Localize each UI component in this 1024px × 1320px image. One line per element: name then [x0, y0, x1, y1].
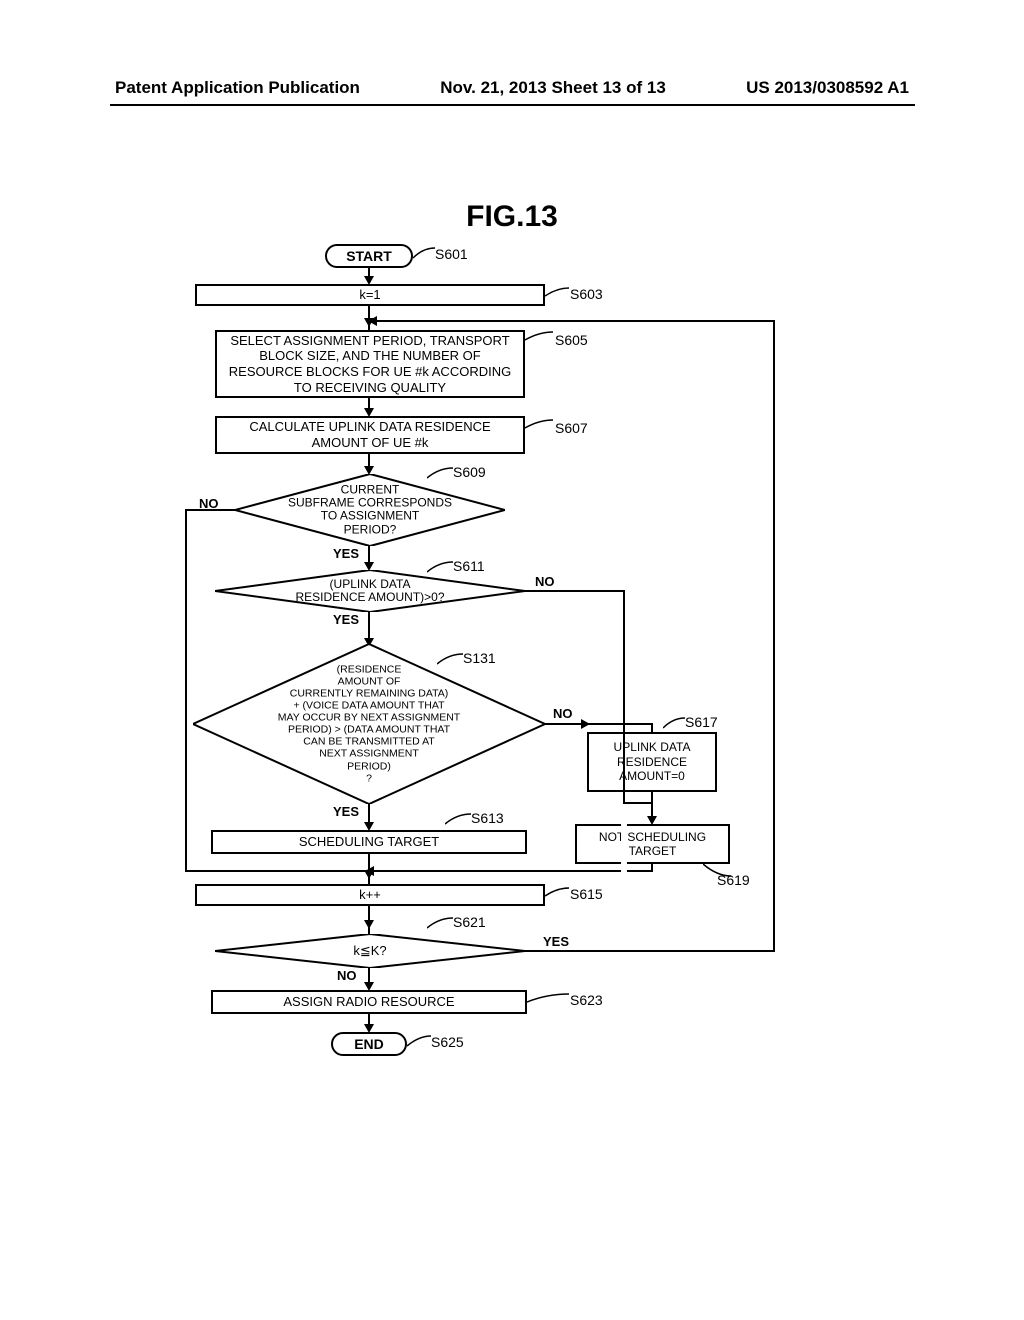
s609-yes: YES [333, 546, 359, 561]
s619-text: NOT SCHEDULING TARGET [599, 830, 706, 859]
terminal-start: START [325, 244, 413, 268]
s621-yes: YES [543, 934, 569, 949]
s621-no: NO [337, 968, 357, 983]
label-s607: S607 [555, 420, 588, 436]
s621-yes-h [525, 950, 775, 952]
label-s615: S615 [570, 886, 603, 902]
lead-s601 [413, 246, 437, 260]
s607-text: CALCULATE UPLINK DATA RESIDENCE AMOUNT O… [249, 419, 490, 450]
page-header: Patent Application Publication Nov. 21, … [0, 78, 1024, 98]
process-s603: k=1 [195, 284, 545, 306]
s611-no-h2 [623, 802, 653, 804]
label-s621: S621 [453, 914, 486, 930]
label-s131: S131 [463, 650, 496, 666]
process-s607: CALCULATE UPLINK DATA RESIDENCE AMOUNT O… [215, 416, 525, 454]
arrow-s131-s613 [368, 804, 370, 824]
start-text: START [346, 248, 392, 264]
s131-no: NO [553, 706, 573, 721]
s603-text: k=1 [359, 287, 380, 303]
label-s601: S601 [435, 246, 468, 262]
label-s609: S609 [453, 464, 486, 480]
lead-s619 [703, 862, 733, 880]
lead-s615 [545, 886, 571, 900]
decision-s611: (UPLINK DATA RESIDENCE AMOUNT)>0? [215, 570, 525, 612]
s131-yes: YES [333, 804, 359, 819]
lead-s621 [427, 916, 455, 930]
s621-yes-h2 [375, 320, 775, 322]
s621-yes-v [773, 320, 775, 952]
s611-no: NO [535, 574, 555, 589]
arrow-s617-s619 [651, 792, 653, 818]
lead-s617 [663, 716, 687, 730]
lead-s623 [527, 992, 571, 1006]
label-s613: S613 [471, 810, 504, 826]
decision-s609: CURRENT SUBFRAME CORRESPONDS TO ASSIGNME… [235, 474, 505, 546]
label-s603: S603 [570, 286, 603, 302]
s605-text: SELECT ASSIGNMENT PERIOD, TRANSPORT BLOC… [229, 333, 511, 395]
s131-no-h [545, 723, 585, 725]
label-s611: S611 [453, 558, 485, 574]
s609-text: CURRENT SUBFRAME CORRESPONDS TO ASSIGNME… [288, 483, 452, 537]
label-s625: S625 [431, 1034, 464, 1050]
cover-1 [183, 872, 189, 952]
s615-text: k++ [359, 887, 381, 903]
figure-title: FIG.13 [0, 200, 1024, 234]
s609-no-h2 [185, 870, 369, 872]
lead-s605 [525, 330, 555, 344]
header-right: US 2013/0308592 A1 [746, 78, 909, 98]
s131-to-s617-h2 [585, 723, 653, 725]
arrowhead-loop [368, 316, 377, 326]
lead-s609 [427, 466, 455, 480]
label-s623: S623 [570, 992, 603, 1008]
s611-no-v2 [623, 590, 625, 804]
s613-text: SCHEDULING TARGET [299, 834, 439, 850]
process-s617: UPLINK DATA RESIDENCE AMOUNT=0 [587, 732, 717, 792]
lead-s607 [525, 418, 555, 432]
decision-s131: (RESIDENCE AMOUNT OF CURRENTLY REMAINING… [193, 644, 545, 804]
lead-s611 [427, 560, 455, 574]
header-rule [110, 104, 915, 106]
arrow-merge2-s615 [368, 876, 370, 884]
process-s619: NOT SCHEDULING TARGET [575, 824, 730, 864]
s621-text: k≦K? [353, 943, 386, 958]
terminal-end: END [331, 1032, 407, 1056]
s131-text: (RESIDENCE AMOUNT OF CURRENTLY REMAINING… [278, 664, 460, 785]
header-left: Patent Application Publication [115, 78, 360, 98]
lead-s613 [445, 812, 473, 826]
arrow-merge3-s621 [368, 926, 370, 934]
s611-text: (UPLINK DATA RESIDENCE AMOUNT)>0? [295, 577, 444, 604]
label-s605: S605 [555, 332, 588, 348]
header-center: Nov. 21, 2013 Sheet 13 of 13 [440, 78, 666, 98]
process-s615: k++ [195, 884, 545, 906]
s611-yes: YES [333, 612, 359, 627]
page: Patent Application Publication Nov. 21, … [0, 0, 1024, 1320]
arrow-s611-s131 [368, 612, 370, 640]
decision-s621: k≦K? [215, 934, 525, 968]
s617-text: UPLINK DATA RESIDENCE AMOUNT=0 [614, 740, 691, 783]
process-s623: ASSIGN RADIO RESOURCE [211, 990, 527, 1014]
lead-s625 [407, 1034, 433, 1048]
label-s617: S617 [685, 714, 718, 730]
s611-no-h [525, 590, 625, 592]
s623-text: ASSIGN RADIO RESOURCE [283, 994, 454, 1010]
end-text: END [354, 1036, 384, 1052]
cover-2 [621, 804, 627, 874]
process-s605: SELECT ASSIGNMENT PERIOD, TRANSPORT BLOC… [215, 330, 525, 398]
s609-no-h [185, 509, 235, 511]
lead-s603 [545, 286, 571, 300]
s619-out-h [372, 870, 653, 872]
process-s613: SCHEDULING TARGET [211, 830, 527, 854]
lead-s131 [437, 652, 465, 666]
